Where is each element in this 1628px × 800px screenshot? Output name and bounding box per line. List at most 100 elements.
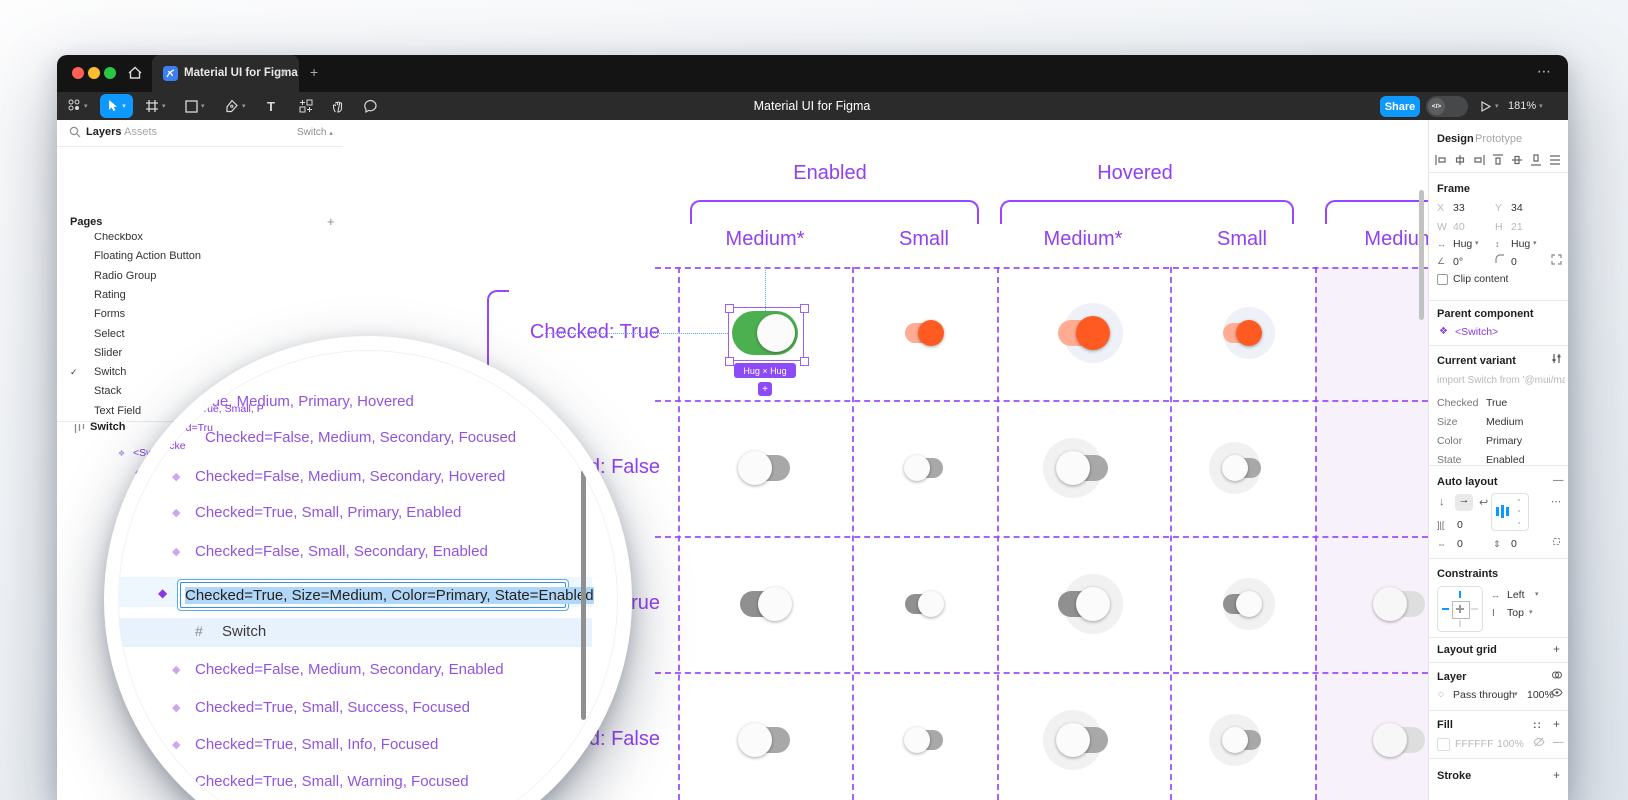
move-tool-button[interactable]: ▾ bbox=[100, 94, 133, 118]
switch-component[interactable] bbox=[1054, 574, 1123, 634]
gap-value[interactable]: 0 bbox=[1457, 519, 1463, 531]
align-h-center-icon[interactable] bbox=[1454, 154, 1466, 166]
padding-horizontal-value[interactable]: 0 bbox=[1457, 538, 1463, 550]
add-variant-button[interactable]: + bbox=[758, 382, 772, 396]
corner-radius-value[interactable]: 0 bbox=[1511, 256, 1517, 268]
shape-tool-button[interactable]: ▾ bbox=[185, 94, 205, 118]
x-value[interactable]: 33 bbox=[1453, 202, 1465, 214]
variant-property-row[interactable]: Color Primary bbox=[1429, 433, 1568, 451]
traffic-close-button[interactable] bbox=[72, 67, 84, 79]
page-selector[interactable]: Switch ▴ bbox=[297, 127, 333, 138]
page-item-label[interactable]: Floating Action Button bbox=[94, 250, 202, 263]
fill-swatch[interactable] bbox=[1437, 738, 1450, 751]
alignment-pad[interactable] bbox=[1491, 493, 1529, 531]
clip-content-label[interactable]: Clip content bbox=[1453, 273, 1509, 285]
padding-vertical-value[interactable]: 0 bbox=[1511, 538, 1517, 550]
window-overflow-icon[interactable]: ⋯ bbox=[1537, 63, 1551, 79]
parent-component-link[interactable]: <Switch> bbox=[1455, 326, 1499, 338]
constraints-widget[interactable] bbox=[1437, 586, 1483, 632]
text-tool-button[interactable]: T bbox=[267, 98, 275, 114]
add-page-icon[interactable]: + bbox=[327, 214, 335, 229]
page-item-label[interactable]: Select bbox=[94, 327, 125, 340]
align-v-center-icon[interactable] bbox=[1511, 154, 1523, 166]
direction-horizontal-icon[interactable]: → bbox=[1455, 494, 1473, 511]
switch-component[interactable] bbox=[1054, 303, 1123, 363]
root-frame-row[interactable]: Switch bbox=[90, 421, 126, 433]
traffic-minimize-button[interactable] bbox=[88, 67, 100, 79]
tab-assets[interactable]: Assets bbox=[124, 126, 158, 138]
selection-handle[interactable] bbox=[800, 304, 809, 313]
main-menu-button[interactable]: ▾ bbox=[67, 94, 88, 118]
blend-mode-value[interactable]: Pass through bbox=[1453, 689, 1515, 701]
page-item-label[interactable]: Forms bbox=[94, 308, 126, 321]
page-item[interactable]: Slider bbox=[57, 345, 343, 364]
tab-prototype[interactable]: Prototype bbox=[1475, 133, 1523, 145]
page-item[interactable]: Select bbox=[57, 326, 343, 345]
page-item[interactable]: Stack bbox=[57, 383, 343, 402]
fill-hex-value[interactable]: FFFFFF bbox=[1455, 738, 1494, 750]
page-item-label[interactable]: Checkbox bbox=[94, 233, 143, 243]
lens-layer-label[interactable]: Switch bbox=[222, 623, 267, 640]
page-item[interactable]: Rating bbox=[57, 287, 343, 306]
eye-off-icon[interactable] bbox=[1533, 737, 1545, 747]
page-item-label[interactable]: Radio Group bbox=[94, 269, 157, 282]
search-icon[interactable] bbox=[69, 126, 81, 138]
switch-component[interactable] bbox=[736, 722, 794, 758]
switch-component[interactable] bbox=[1043, 710, 1112, 770]
pen-tool-button[interactable]: ▾ bbox=[225, 94, 246, 118]
frame-tool-button[interactable]: ▾ bbox=[145, 94, 166, 118]
page-item[interactable]: Text Field bbox=[57, 403, 343, 421]
switch-component[interactable] bbox=[902, 590, 946, 618]
variant-property-value[interactable]: Medium bbox=[1486, 416, 1524, 428]
direction-vertical-icon[interactable]: ↓ bbox=[1439, 496, 1445, 508]
fill-styles-icon[interactable]: :: bbox=[1533, 719, 1542, 731]
switch-component[interactable] bbox=[902, 319, 946, 347]
wrap-icon[interactable]: ↩ bbox=[1479, 497, 1489, 509]
comment-tool-button[interactable] bbox=[363, 94, 378, 118]
switch-component[interactable] bbox=[1220, 578, 1275, 630]
home-icon[interactable] bbox=[127, 65, 143, 81]
hug-vertical-value[interactable]: Hug bbox=[1511, 238, 1531, 250]
fill-opacity-value[interactable]: 100% bbox=[1497, 738, 1524, 750]
tab-layers[interactable]: Layers bbox=[86, 126, 122, 138]
variant-property-row[interactable]: Size Medium bbox=[1429, 414, 1568, 432]
file-tab[interactable]: Material UI for Figma × bbox=[152, 55, 299, 92]
page-item-label[interactable]: Rating bbox=[94, 288, 126, 301]
auto-layout-more-icon[interactable]: ⋯ bbox=[1551, 496, 1562, 508]
page-item-label[interactable]: Stack bbox=[94, 385, 122, 398]
page-item-label[interactable]: Slider bbox=[94, 346, 123, 359]
tab-design[interactable]: Design bbox=[1437, 133, 1474, 145]
resources-tool-button[interactable] bbox=[299, 94, 313, 118]
switch-component[interactable] bbox=[732, 311, 798, 355]
variant-property-row[interactable]: State Enabled bbox=[1429, 452, 1568, 470]
independent-corners-icon[interactable] bbox=[1551, 254, 1562, 265]
zoom-menu-button[interactable]: 181% ▾ bbox=[1508, 94, 1543, 118]
new-tab-icon[interactable]: + bbox=[310, 64, 319, 80]
switch-component[interactable] bbox=[1209, 442, 1264, 494]
w-value[interactable]: 40 bbox=[1453, 221, 1465, 233]
layer-opacity-value[interactable]: 100% bbox=[1527, 689, 1554, 701]
hand-tool-button[interactable] bbox=[331, 94, 346, 118]
switch-component[interactable] bbox=[1209, 714, 1264, 766]
canvas-scrollbar[interactable] bbox=[1419, 190, 1424, 320]
frame-header[interactable]: Frame bbox=[1437, 183, 1471, 195]
page-item[interactable]: Checkbox bbox=[57, 233, 343, 248]
switch-component[interactable] bbox=[1220, 307, 1275, 359]
remove-fill-icon[interactable]: — bbox=[1553, 736, 1564, 748]
tab-close-icon[interactable]: × bbox=[280, 66, 288, 80]
lens-layer-label[interactable]: Checked=True, Small, Success, Focused bbox=[195, 699, 470, 716]
traffic-zoom-button[interactable] bbox=[104, 67, 116, 79]
switch-component[interactable] bbox=[902, 454, 946, 482]
switch-component[interactable] bbox=[736, 450, 794, 486]
h-value[interactable]: 21 bbox=[1511, 221, 1523, 233]
lens-layer-label[interactable]: Checked=False, Medium, Secondary, Focuse… bbox=[205, 429, 517, 446]
layer-rename-text[interactable]: Checked=True, Size=Medium, Color=Primary… bbox=[185, 586, 594, 604]
selection-handle[interactable] bbox=[725, 357, 734, 366]
file-title[interactable]: Material UI for Figma bbox=[753, 99, 871, 113]
variant-property-value[interactable]: True bbox=[1486, 397, 1508, 409]
variant-property-value[interactable]: Enabled bbox=[1486, 454, 1525, 466]
lens-scrollbar[interactable] bbox=[581, 470, 586, 720]
align-bottom-icon[interactable] bbox=[1530, 154, 1542, 166]
remove-auto-layout-icon[interactable]: — bbox=[1553, 474, 1564, 486]
dev-mode-toggle[interactable]: </> bbox=[1426, 96, 1468, 117]
